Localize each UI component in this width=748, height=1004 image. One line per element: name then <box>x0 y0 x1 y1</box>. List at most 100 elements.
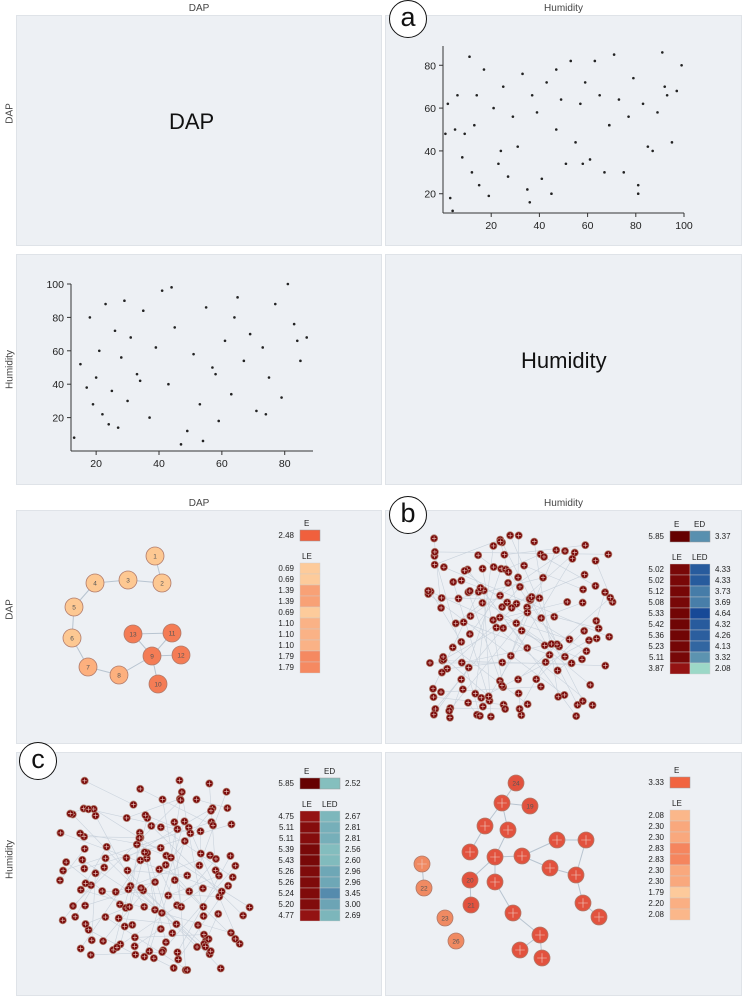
graph-b-node-spokes <box>525 645 530 651</box>
graph-c-node-spokes <box>224 789 229 794</box>
graph-c-node-spokes <box>247 905 252 910</box>
graph-c-node-spokes <box>159 910 165 916</box>
scatter-2-point <box>167 382 170 386</box>
legend-c-led-swatch <box>319 898 341 911</box>
graph-c-node-spokes <box>157 867 162 872</box>
scatter-a-point <box>617 98 621 101</box>
graph-c-node-spokes <box>93 871 98 876</box>
graph-4-node-spokes <box>571 870 581 880</box>
graph-b-node-spokes <box>433 706 438 712</box>
graph-b-edge <box>517 535 520 578</box>
graph-b-node-spokes <box>594 618 599 624</box>
graph-c-node-spokes <box>201 932 207 937</box>
legend-c-le-value: 4.75 <box>278 812 294 821</box>
graph-4-node-label: 21 <box>467 902 475 909</box>
legend-b-le-swatch <box>669 629 691 642</box>
graph-c-node-spokes <box>201 904 206 910</box>
graph-4-node-label: 24 <box>512 780 520 787</box>
scatter-2-point <box>217 419 221 423</box>
graph-b-node-spokes <box>590 703 595 708</box>
legend-c-le-swatch <box>299 865 321 878</box>
graph-c-node-spokes <box>73 914 78 920</box>
graph-b-edge <box>430 591 462 643</box>
legend-c-le-value: 5.24 <box>278 889 294 898</box>
legend-b-le-value: 5.11 <box>649 653 665 662</box>
graph-b-node-spokes <box>456 596 461 601</box>
legend-c-led-value: 3.45 <box>345 889 361 898</box>
scatter-a-point <box>526 188 529 191</box>
scatter-2-point <box>91 402 95 406</box>
graph-c-edge <box>179 780 204 917</box>
graph-b-node-spokes <box>569 661 574 666</box>
graph-b-node-spokes <box>519 628 524 633</box>
legend-b-e-value: 5.85 <box>648 532 664 541</box>
scatter-2-point <box>255 409 258 413</box>
scatter-2-ytick-label: 60 <box>52 346 64 358</box>
legend-b-led-value: 4.33 <box>715 576 731 585</box>
legend-4-le-value: 2.30 <box>648 833 664 842</box>
graph-dap-node-label: 6 <box>70 635 74 642</box>
graph-b-node-spokes <box>500 625 506 631</box>
graph-b-node-spokes <box>602 590 608 595</box>
graph-4-node-spokes <box>581 835 591 845</box>
graph-c-node-spokes <box>60 868 66 873</box>
legend-4-le-swatch <box>669 875 691 888</box>
legend-dap-e-value: 2.48 <box>278 531 294 540</box>
scatter-2-point <box>141 309 145 313</box>
graph-b-edge <box>543 556 596 587</box>
graph-c-edge <box>118 917 177 925</box>
legend-b-le-swatch <box>669 596 691 609</box>
scatter-2-xtick-label: 60 <box>216 458 228 470</box>
graph-c-node-spokes <box>201 913 206 919</box>
scatter-a-point <box>680 63 683 67</box>
scatter-a-point <box>670 141 674 144</box>
graph-4-node <box>462 896 480 914</box>
scatter-a-point <box>588 158 592 161</box>
scatter-a-point <box>564 162 568 166</box>
graph-c-edge <box>151 825 244 916</box>
graph-c-node-spokes <box>203 944 208 949</box>
legend-b-le-value: 5.23 <box>648 642 664 651</box>
legend-b-le-swatch <box>669 618 691 631</box>
graph-c-edge <box>59 848 85 881</box>
graph-b-node-spokes <box>580 600 585 605</box>
graph-b-node-spokes <box>440 654 446 660</box>
graph-b-node-spokes <box>537 596 542 601</box>
graph-c-node-spokes <box>207 781 212 786</box>
legend-b-led-value: 3.69 <box>715 598 731 607</box>
graph-dap-node <box>148 674 168 694</box>
graph-4-node-spokes <box>417 859 427 869</box>
graph-b-node-spokes <box>477 713 483 718</box>
graph-b-node-spokes <box>593 558 598 563</box>
graph-c-node-spokes <box>194 944 200 950</box>
graph-c-node-spokes <box>137 835 142 841</box>
graph-4-node-spokes <box>490 852 500 862</box>
legend-4-le-swatch <box>669 886 691 899</box>
graph-b-node-spokes <box>579 657 585 662</box>
scatter-a-point <box>511 115 515 118</box>
graph-b-edge <box>428 593 565 696</box>
legend-dap-le-value: 1.39 <box>278 597 294 606</box>
graph-c-node-spokes <box>68 811 73 816</box>
graph-b-node-spokes <box>606 552 611 557</box>
graph-c-node-spokes <box>213 856 219 862</box>
legend-c-led-value: 2.96 <box>345 867 361 876</box>
graph-c-node-spokes <box>113 889 118 895</box>
graph-c-node-spokes <box>207 853 213 858</box>
graph-c-node-spokes <box>93 813 98 818</box>
legend-c-e-value: 5.85 <box>278 779 294 788</box>
graph-c-edge <box>82 859 163 914</box>
graph-c-node-spokes <box>58 830 63 836</box>
graph-dap-node-label: 13 <box>129 631 137 638</box>
legend-b-led-value: 3.73 <box>715 587 731 596</box>
graph-dap-node <box>123 624 143 644</box>
legend-c-led-value: 2.60 <box>345 856 361 865</box>
graph-b-node-spokes <box>431 694 436 700</box>
graph-c-node-spokes <box>225 805 230 811</box>
graph-c-node-spokes <box>198 829 203 834</box>
scatter-2-point <box>126 399 129 403</box>
scatter-2-point <box>211 366 214 369</box>
legend-b-led-value: 4.64 <box>715 609 731 618</box>
graph-4-node-spokes <box>594 912 604 922</box>
graph-b-node-spokes <box>490 617 496 623</box>
